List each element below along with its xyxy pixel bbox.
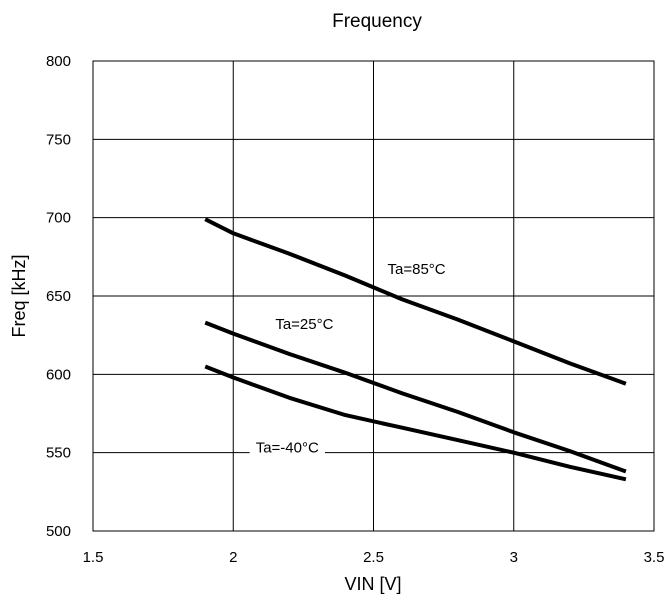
y-tick-label: 700 — [46, 210, 71, 227]
series-annotation: Ta=85°C — [388, 261, 446, 278]
plot-area-frame — [92, 60, 655, 532]
series-annotation: Ta=25°C — [275, 316, 333, 333]
annotation-background — [381, 259, 452, 281]
y-tick-label: 750 — [46, 131, 71, 148]
grid-lines — [93, 61, 654, 531]
series-line — [204, 320, 627, 474]
chart-title: Frequency — [332, 11, 422, 32]
series-line — [204, 364, 627, 482]
x-tick-label: 3.5 — [644, 549, 665, 566]
series-lines — [204, 217, 627, 482]
x-tick-label: 2 — [229, 549, 237, 566]
y-axis-title: Freq [kHz] — [9, 254, 29, 337]
annotation-background — [249, 437, 325, 459]
x-tick-labels: 1.5 2 2.5 3 3.5 — [83, 549, 665, 566]
y-tick-label: 800 — [46, 53, 71, 70]
annotation-background — [269, 313, 340, 335]
x-axis-title: VIN [V] — [344, 574, 401, 594]
y-tick-label: 550 — [46, 445, 71, 462]
series-annotations: Ta=85°C Ta=25°C Ta=-40°C — [249, 259, 452, 459]
y-tick-label: 650 — [46, 288, 71, 305]
x-tick-label: 1.5 — [83, 549, 104, 566]
x-tick-label: 2.5 — [363, 549, 384, 566]
series-annotation: Ta=-40°C — [256, 440, 319, 457]
series-line — [204, 217, 627, 386]
x-tick-label: 3 — [510, 549, 518, 566]
y-tick-label: 600 — [46, 366, 71, 383]
y-tick-labels: 500 550 600 650 700 750 800 — [46, 53, 71, 540]
y-tick-label: 500 — [46, 523, 71, 540]
